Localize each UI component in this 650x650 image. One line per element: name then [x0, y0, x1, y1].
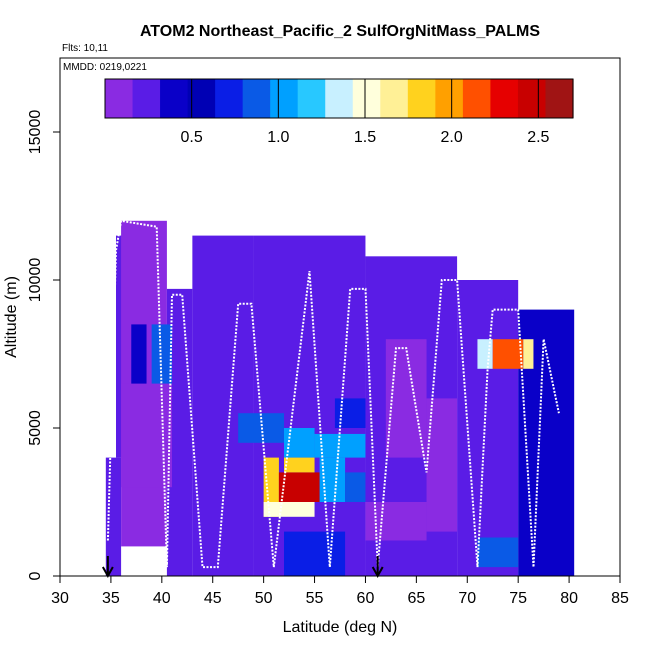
x-tick-label: 55 [306, 590, 324, 607]
colorbar-segment [187, 79, 216, 118]
heatmap-cell [477, 537, 519, 568]
colorbar-segment [380, 79, 409, 118]
colorbar-segment [215, 79, 244, 118]
heatmap-cell [492, 339, 524, 369]
colorbar-segment [435, 79, 464, 118]
heatmap-cell [365, 502, 427, 541]
colorbar-segment [517, 79, 547, 118]
colorbar-tick-label: 1.5 [354, 129, 376, 146]
heatmap-cell [314, 433, 366, 458]
colorbar-tick-label: 2.0 [441, 129, 463, 146]
colorbar-segment [132, 79, 161, 118]
heatmap-cell [345, 472, 366, 502]
x-tick-label: 60 [357, 590, 375, 607]
x-tick-label: 80 [560, 590, 578, 607]
y-tick-label: 10000 [27, 258, 44, 303]
colorbar-segment [462, 79, 492, 118]
colorbar-segment [545, 79, 574, 118]
y-tick-label: 0 [27, 571, 44, 580]
x-tick-label: 65 [407, 590, 425, 607]
colorbar-segment [325, 79, 354, 118]
x-axis-label: Latitude (deg N) [283, 619, 398, 636]
colorbar-segment [352, 79, 381, 118]
x-tick-label: 35 [102, 590, 120, 607]
heatmap-cell [477, 339, 493, 369]
colorbar-segment [160, 79, 189, 118]
colorbar-segment [407, 79, 436, 118]
heatmap-cell [523, 339, 534, 369]
colorbar-segment [270, 79, 299, 118]
heatmap-cell [151, 324, 172, 384]
location-arrows [101, 556, 384, 579]
x-tick-label: 40 [153, 590, 171, 607]
chart-title: ATOM2 Northeast_Pacific_2 SulfOrgNitMass… [140, 23, 540, 40]
y-axis-label: Altitude (m) [3, 276, 20, 358]
arrow-head [101, 566, 114, 579]
heatmap-cells [105, 220, 575, 576]
flights-label: Flts: 10,11 [62, 43, 108, 54]
heatmap-cell [457, 280, 519, 576]
y-axis: 0 5000 10000 15000 [27, 58, 61, 580]
y-tick-label: 15000 [27, 110, 44, 155]
x-tick-label: 45 [204, 590, 222, 607]
colorbar-segment [242, 79, 271, 118]
colorbar: 0.5 1.0 1.5 2.0 2.5 [104, 78, 574, 146]
x-tick-label: 85 [611, 590, 629, 607]
heatmap-cell [385, 339, 427, 458]
x-axis: 30 35 40 45 50 55 60 65 70 75 80 85 [51, 575, 629, 607]
colorbar-segment [297, 79, 326, 118]
x-tick-label: 30 [51, 590, 69, 607]
flight-track [106, 219, 560, 569]
arrow-head [371, 566, 384, 579]
heatmap-cell [426, 398, 458, 532]
y-tick-label: 5000 [27, 410, 44, 446]
heatmap-cell [284, 457, 315, 473]
colorbar-tick-label: 2.5 [527, 129, 549, 146]
heatmap-cell [278, 472, 320, 502]
x-tick-label: 75 [509, 590, 527, 607]
colorbar-tick-label: 0.5 [181, 129, 203, 146]
heatmap-cell [131, 324, 147, 384]
colorbar-segment [490, 79, 519, 118]
heatmap-cell [192, 235, 254, 576]
colorbar-tick-label: 1.0 [267, 129, 289, 146]
heatmap-cell [263, 502, 315, 517]
heatmap-cell [284, 531, 346, 576]
heatmap-cell [284, 428, 315, 458]
heatmap-cell [121, 383, 172, 488]
mmdd-label: MMDD: 0219,0221 [63, 62, 147, 73]
colorbar-segment [105, 79, 134, 118]
colorbar-frame [104, 78, 574, 119]
flight-track-line [106, 219, 560, 569]
x-tick-label: 50 [255, 590, 273, 607]
x-tick-label: 70 [458, 590, 476, 607]
